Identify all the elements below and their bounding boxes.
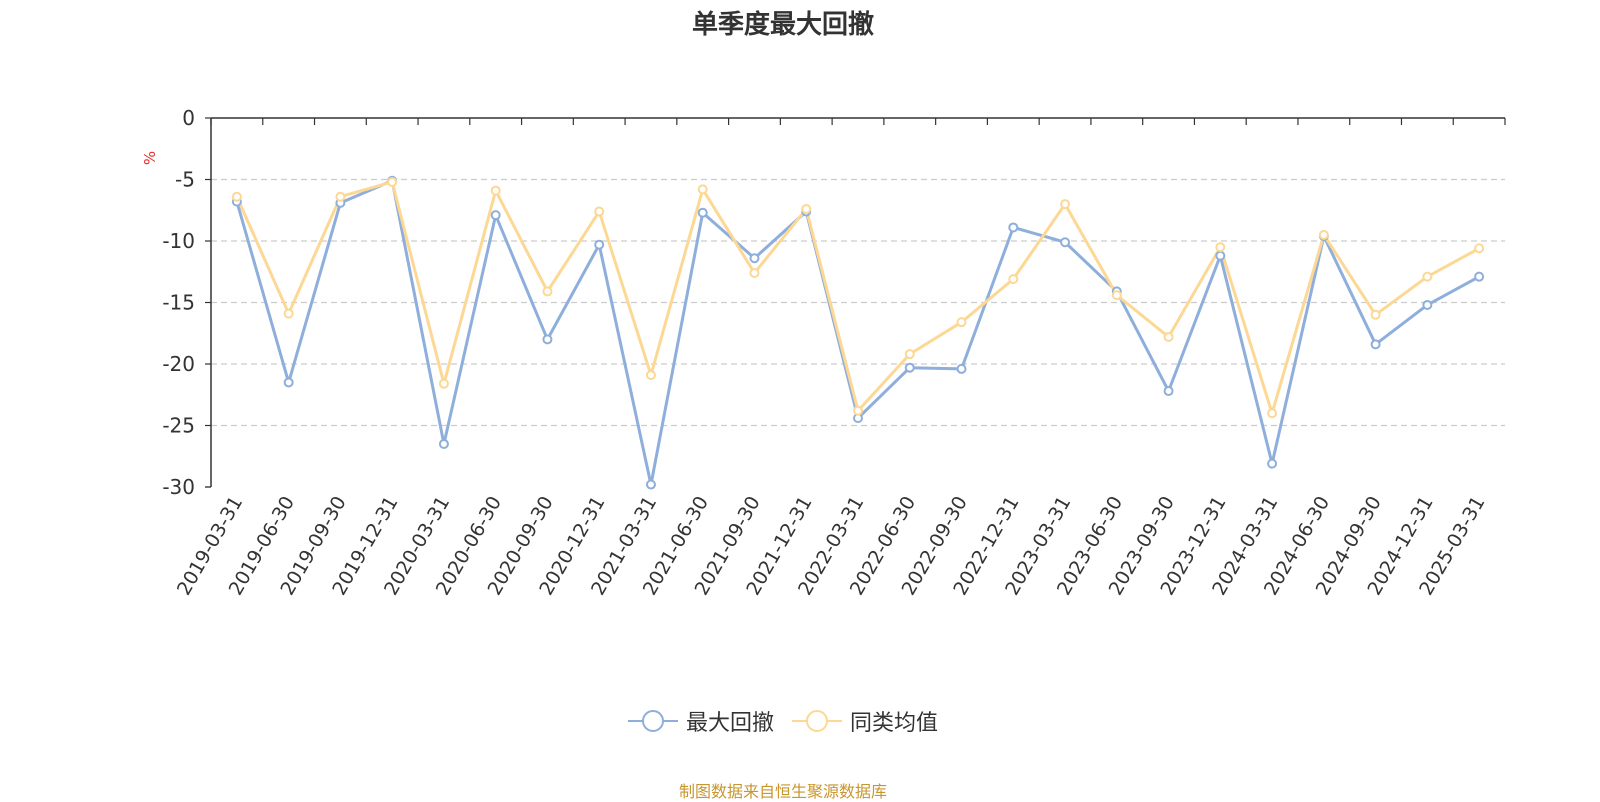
- y-tick-label: 0: [182, 106, 195, 130]
- legend-symbol-peer-average: [792, 710, 842, 732]
- data-point-series-1: [231, 191, 242, 202]
- legend-symbol-max-drawdown: [627, 710, 678, 732]
- data-point-series-0: [490, 210, 501, 221]
- data-point-series-0: [1008, 222, 1019, 233]
- data-point-series-1: [387, 176, 398, 187]
- data-point-series-1: [853, 405, 863, 416]
- data-point-series-0: [1370, 339, 1381, 350]
- data-point-series-1: [283, 308, 294, 319]
- legend-label-max-drawdown: 最大回撤: [685, 711, 774, 736]
- data-point-series-0: [1163, 386, 1174, 397]
- data-point-series-1: [335, 191, 346, 202]
- data-point-series-0: [1422, 299, 1433, 310]
- data-point-series-1: [956, 317, 967, 328]
- data-point-series-1: [697, 184, 708, 195]
- series-line-0: [235, 179, 1480, 487]
- chart-title: 单季度最大回撤: [691, 10, 874, 40]
- data-point-series-1: [542, 286, 553, 297]
- y-tick-label: -5: [175, 168, 195, 192]
- data-point-series-0: [283, 377, 294, 388]
- data-point-series-1: [904, 349, 915, 360]
- data-point-series-0: [1267, 458, 1278, 469]
- y-tick-label: -20: [162, 352, 195, 376]
- data-point-series-0: [438, 438, 449, 449]
- data-point-series-1: [645, 370, 656, 381]
- data-point-series-0: [749, 253, 760, 264]
- data-point-series-1: [438, 378, 449, 389]
- data-point-series-1: [1267, 408, 1278, 419]
- data-point-series-0: [1215, 250, 1226, 261]
- data-point-series-1: [801, 204, 812, 215]
- data-point-series-1: [1163, 331, 1174, 342]
- data-point-series-1: [749, 267, 760, 278]
- data-point-series-1: [1318, 229, 1329, 240]
- data-point-series-0: [542, 334, 553, 345]
- data-point-series-0: [594, 239, 605, 250]
- data-point-series-1: [1215, 242, 1226, 253]
- y-axis-label: %: [141, 151, 159, 165]
- y-tick-label: -30: [162, 475, 195, 499]
- legend-label-peer-average: 同类均值: [850, 711, 939, 736]
- data-point-series-1: [1370, 309, 1381, 320]
- y-tick-label: -10: [162, 229, 195, 253]
- data-point-series-1: [1474, 243, 1485, 254]
- source-note: 制图数据来自恒生聚源数据库: [678, 782, 887, 801]
- data-point-series-1: [1008, 274, 1019, 285]
- data-point-series-0: [1060, 237, 1071, 248]
- data-point-series-0: [697, 207, 708, 218]
- data-point-series-0: [1474, 271, 1485, 282]
- data-point-series-1: [594, 206, 605, 217]
- legend-item-max-drawdown[interactable]: 最大回撤: [627, 705, 774, 737]
- data-point-series-0: [904, 362, 915, 373]
- data-point-series-0: [645, 479, 656, 490]
- legend: 最大回撤 同类均值: [0, 705, 1566, 737]
- y-tick-label: -15: [162, 291, 195, 315]
- data-point-series-0: [956, 363, 967, 374]
- data-point-series-1: [1422, 271, 1433, 282]
- legend-item-peer-average[interactable]: 同类均值: [792, 705, 938, 737]
- data-point-series-1: [1111, 290, 1122, 301]
- data-point-series-1: [490, 185, 501, 196]
- y-tick-label: -25: [162, 414, 195, 438]
- data-point-series-1: [1060, 199, 1071, 210]
